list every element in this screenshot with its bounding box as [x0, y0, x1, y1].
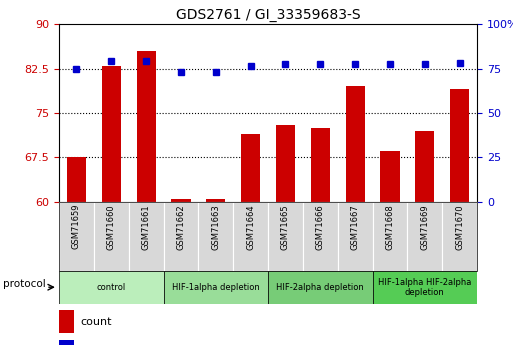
Text: GSM71664: GSM71664: [246, 204, 255, 249]
Bar: [233, 202, 268, 271]
Bar: [268, 271, 372, 304]
Bar: [59, 271, 164, 304]
Bar: [381, 151, 400, 202]
Text: HIF-1alpha HIF-2alpha
depletion: HIF-1alpha HIF-2alpha depletion: [378, 277, 471, 297]
Bar: [67, 157, 86, 202]
Bar: [59, 202, 94, 271]
Bar: [338, 202, 372, 271]
Bar: [129, 202, 164, 271]
Title: GDS2761 / GI_33359683-S: GDS2761 / GI_33359683-S: [176, 8, 360, 22]
Bar: [268, 202, 303, 271]
Text: GSM71667: GSM71667: [351, 204, 360, 250]
Bar: [276, 125, 295, 202]
Text: GSM71662: GSM71662: [176, 204, 185, 249]
Text: HIF-1alpha depletion: HIF-1alpha depletion: [172, 283, 260, 292]
Bar: [102, 66, 121, 202]
Bar: [241, 134, 260, 202]
Text: GSM71666: GSM71666: [316, 204, 325, 250]
Text: protocol: protocol: [3, 279, 46, 289]
Bar: [415, 131, 435, 202]
Bar: [136, 51, 155, 202]
Text: count: count: [80, 317, 111, 327]
Bar: [164, 271, 268, 304]
Text: GSM71663: GSM71663: [211, 204, 220, 250]
Bar: [450, 89, 469, 202]
Text: GSM71665: GSM71665: [281, 204, 290, 249]
Text: HIF-2alpha depletion: HIF-2alpha depletion: [277, 283, 364, 292]
Text: GSM71669: GSM71669: [420, 204, 429, 249]
Bar: [199, 202, 233, 271]
Bar: [311, 128, 330, 202]
Text: GSM71660: GSM71660: [107, 204, 116, 249]
Bar: [94, 202, 129, 271]
Bar: [372, 271, 477, 304]
Bar: [442, 202, 477, 271]
Bar: [171, 199, 190, 202]
Text: GSM71668: GSM71668: [385, 204, 394, 250]
Text: control: control: [96, 283, 126, 292]
Bar: [407, 202, 442, 271]
Bar: [206, 199, 225, 202]
Bar: [346, 86, 365, 202]
Bar: [303, 202, 338, 271]
Text: GSM71661: GSM71661: [142, 204, 151, 249]
Text: GSM71670: GSM71670: [455, 204, 464, 249]
Bar: [372, 202, 407, 271]
Text: GSM71659: GSM71659: [72, 204, 81, 249]
Bar: [59, 339, 74, 345]
Bar: [59, 310, 74, 333]
Bar: [164, 202, 199, 271]
